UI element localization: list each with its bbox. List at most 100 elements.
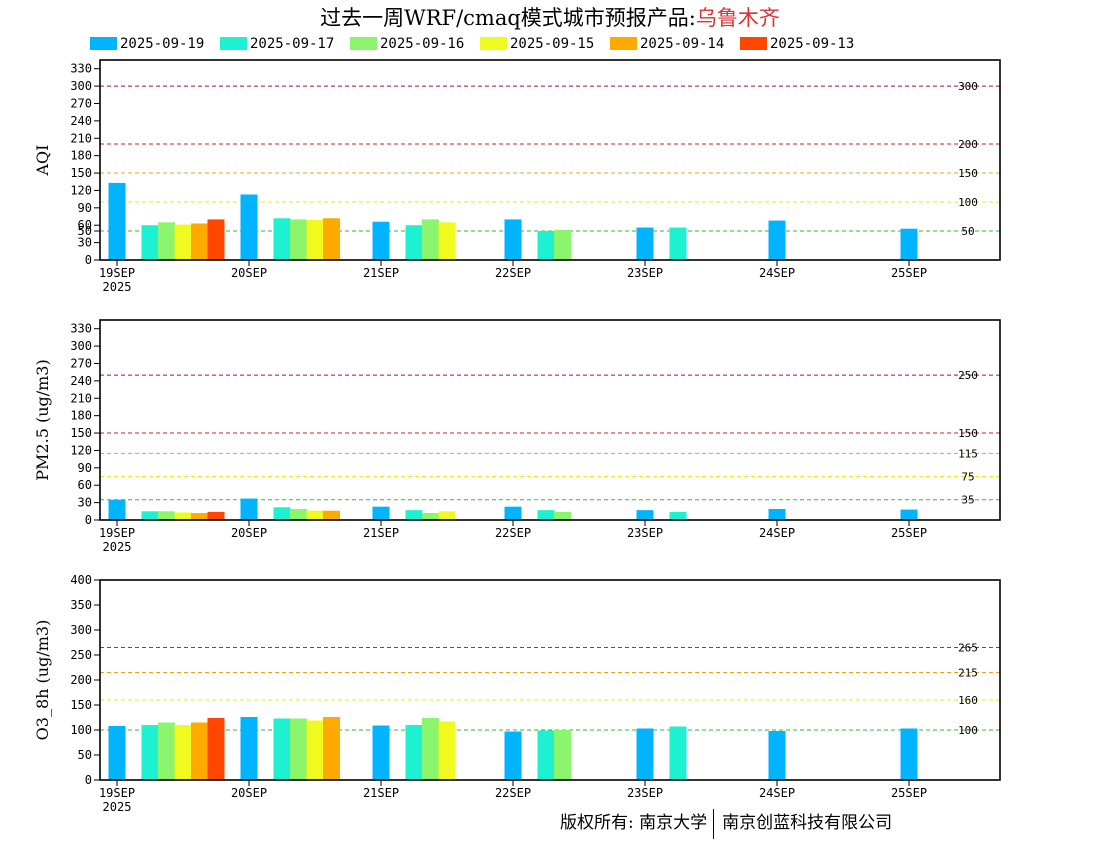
legend-swatch — [220, 37, 247, 50]
bar — [158, 722, 175, 780]
y-tick-label: 400 — [70, 573, 92, 587]
x-tick-label: 19SEP — [99, 266, 135, 280]
y-tick-label: 120 — [70, 443, 92, 457]
x-tick-label: 19SEP — [99, 786, 135, 800]
bar — [290, 508, 307, 520]
bar — [768, 731, 786, 780]
x-tick-label: 23SEP — [627, 786, 663, 800]
bar — [191, 513, 208, 520]
bar — [537, 231, 555, 260]
bar — [207, 511, 225, 520]
title-city: 乌鲁木齐 — [695, 6, 780, 30]
legend-label: 2025-09-15 — [510, 36, 595, 52]
threshold-label: 35 — [961, 494, 974, 507]
y-tick-label: 180 — [70, 149, 92, 163]
bar — [191, 722, 208, 780]
bar — [323, 717, 340, 780]
x-tick-label: 21SEP — [363, 526, 399, 540]
x-tick-label: 22SEP — [495, 786, 531, 800]
y-tick-label: 0 — [85, 253, 92, 267]
bar — [405, 225, 423, 260]
y-tick-label: 60 — [78, 478, 92, 492]
legend-swatch — [90, 37, 117, 50]
y-tick-label: 180 — [70, 409, 92, 423]
y-tick-label: 240 — [70, 374, 92, 388]
bar — [405, 510, 423, 520]
bar — [290, 718, 307, 780]
bar — [554, 730, 571, 780]
y-tick-label: 300 — [70, 339, 92, 353]
y-tick-label: 0 — [85, 513, 92, 527]
x-tick-label: 25SEP — [891, 266, 927, 280]
bar — [372, 221, 390, 260]
bar — [636, 510, 654, 520]
bar — [108, 726, 126, 780]
plot-frame — [99, 59, 1001, 261]
y-tick-label: 300 — [70, 79, 92, 93]
x-tick-label: 25SEP — [891, 786, 927, 800]
page-title: 过去一周WRF/cmaq模式城市预报产品:乌鲁木齐 — [0, 2, 1100, 32]
bar — [669, 511, 687, 520]
bar — [438, 721, 456, 780]
y-tick-label: 50 — [78, 224, 92, 238]
x-tick-label: 20SEP — [231, 526, 267, 540]
y-axis-label: O3_8h (ug/m3) — [33, 620, 52, 741]
legend-label: 2025-09-14 — [640, 36, 725, 52]
bar — [141, 725, 159, 780]
threshold-label: 265 — [958, 642, 978, 655]
y-tick-label: 300 — [70, 623, 92, 637]
bar — [537, 510, 555, 520]
y-tick-label: 270 — [70, 356, 92, 370]
x-tick-label: 22SEP — [495, 526, 531, 540]
threshold-label: 215 — [958, 667, 978, 680]
bar — [504, 219, 522, 260]
bar — [669, 227, 687, 260]
footer-separator — [713, 808, 715, 839]
bar — [306, 220, 324, 260]
legend-swatch — [480, 37, 507, 50]
threshold-label: 50 — [961, 225, 974, 238]
bar — [240, 498, 258, 520]
bar — [900, 728, 918, 780]
bar — [768, 220, 786, 260]
y-tick-label: 90 — [78, 461, 92, 475]
bar — [554, 511, 571, 520]
bar — [207, 718, 225, 780]
y-tick-label: 50 — [78, 748, 92, 762]
bar — [273, 507, 291, 520]
bar — [273, 718, 291, 780]
bar — [422, 513, 439, 520]
threshold-label: 150 — [958, 167, 978, 180]
bar — [174, 224, 192, 260]
bar — [768, 508, 786, 520]
bar — [158, 222, 175, 260]
y-tick-label: 270 — [70, 96, 92, 110]
y-tick-label: 0 — [85, 773, 92, 787]
bar — [372, 725, 390, 780]
threshold-label: 250 — [958, 369, 978, 382]
x-year-label: 2025 — [103, 280, 132, 294]
bar — [323, 510, 340, 520]
bar — [108, 499, 126, 520]
bar — [669, 726, 687, 780]
bar — [108, 182, 126, 260]
footer-left: 版权所有: 南京大学 — [560, 813, 708, 833]
bar — [174, 512, 192, 520]
legend-swatch — [740, 37, 767, 50]
bar — [900, 228, 918, 260]
bar — [504, 731, 522, 780]
y-tick-label: 150 — [70, 166, 92, 180]
bar — [240, 194, 258, 260]
bar — [306, 510, 324, 520]
bar — [422, 718, 439, 780]
y-axis-label: AQI — [33, 145, 52, 177]
y-tick-label: 240 — [70, 114, 92, 128]
footer-credit: 版权所有: 南京大学 南京创蓝科技有限公司 — [560, 808, 892, 839]
threshold-label: 150 — [958, 427, 978, 440]
threshold-label: 100 — [958, 724, 978, 737]
bar — [323, 218, 340, 260]
bar — [504, 506, 522, 520]
bar — [372, 506, 390, 520]
x-year-label: 2025 — [103, 540, 132, 554]
plot-frame — [99, 319, 1001, 521]
